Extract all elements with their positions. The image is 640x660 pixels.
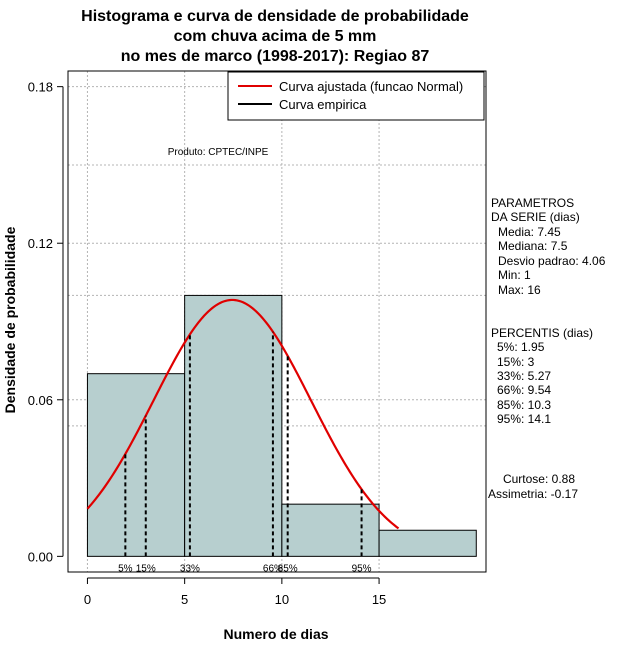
histogram-bar-2 <box>184 294 283 557</box>
x-tick-label-15: 15 <box>372 592 386 607</box>
percentile-label-4: 85% <box>278 563 298 574</box>
axes: 0 5 10 15 0.00 0.06 0.12 0.18 <box>28 80 387 607</box>
percentile-label-1: 15% <box>136 563 156 574</box>
percentile-lines: 5% 15% 33% 66%85% 95% <box>118 331 372 574</box>
x-tick-label-5: 5 <box>181 592 188 607</box>
title-line-2: com chuva acima de 5 mm <box>174 28 377 45</box>
y-tick-label-0: 0.00 <box>28 549 53 564</box>
percentile-label-5: 95% <box>352 563 372 574</box>
statistics-panel: PARAMETROS DA SERIE (dias) Media: 7.45 M… <box>488 196 606 501</box>
skewness: Assimetria: -0.17 <box>488 487 578 501</box>
legend-label-empirical: Curva empirica <box>279 97 367 112</box>
histogram-bar-4 <box>378 529 477 557</box>
percentil-66: 66%: 9.54 <box>497 383 551 397</box>
normal-curve <box>86 298 400 530</box>
title-line-1: Histograma e curva de densidade de proba… <box>81 8 469 25</box>
percentil-95: 95%: 14.1 <box>497 412 551 426</box>
legend-box <box>227 71 485 121</box>
param-sd: Desvio padrao: 4.06 <box>498 254 606 268</box>
legend: Curva ajustada (funcao Normal) Curva emp… <box>227 71 485 121</box>
y-tick-label-2: 0.12 <box>28 236 53 251</box>
chart-title: Histograma e curva de densidade de proba… <box>81 8 469 65</box>
x-tick-label-10: 10 <box>275 592 289 607</box>
y-tick-label-3: 0.18 <box>28 80 53 95</box>
x-axis-title: Numero de dias <box>223 626 328 642</box>
param-median: Mediana: 7.5 <box>498 239 568 253</box>
y-tick-label-1: 0.06 <box>28 393 53 408</box>
percentis-title: PERCENTIS (dias) <box>491 326 593 340</box>
x-tick-label-0: 0 <box>84 592 91 607</box>
legend-label-normal: Curva ajustada (funcao Normal) <box>279 79 463 94</box>
percentil-85: 85%: 10.3 <box>497 398 551 412</box>
histogram-bar-1 <box>86 373 186 557</box>
percentile-label-0: 5% <box>118 563 133 574</box>
param-max: Max: 16 <box>498 283 541 297</box>
percentil-15: 15%: 3 <box>497 355 535 369</box>
histogram-bars <box>86 294 477 557</box>
histogram-bar-3 <box>281 503 380 557</box>
normal-curve-group <box>86 298 400 530</box>
percentile-label-3: 66% <box>263 563 283 574</box>
percentil-5: 5%: 1.95 <box>497 340 545 354</box>
product-annotation: Produto: CPTEC/INPE <box>168 147 269 158</box>
percentile-label-2: 33% <box>180 563 200 574</box>
param-mean: Media: 7.45 <box>498 225 561 239</box>
y-axis-title: Densidade de probabilidade <box>2 226 18 413</box>
params-title-2: DA SERIE (dias) <box>491 210 580 224</box>
params-title-1: PARAMETROS <box>491 196 574 210</box>
title-line-3: no mes de marco (1998-2017): Regiao 87 <box>121 48 430 65</box>
kurtosis: Curtose: 0.88 <box>503 472 575 486</box>
param-min: Min: 1 <box>498 268 531 282</box>
plot-frame <box>67 70 487 573</box>
percentil-33: 33%: 5.27 <box>497 369 551 383</box>
